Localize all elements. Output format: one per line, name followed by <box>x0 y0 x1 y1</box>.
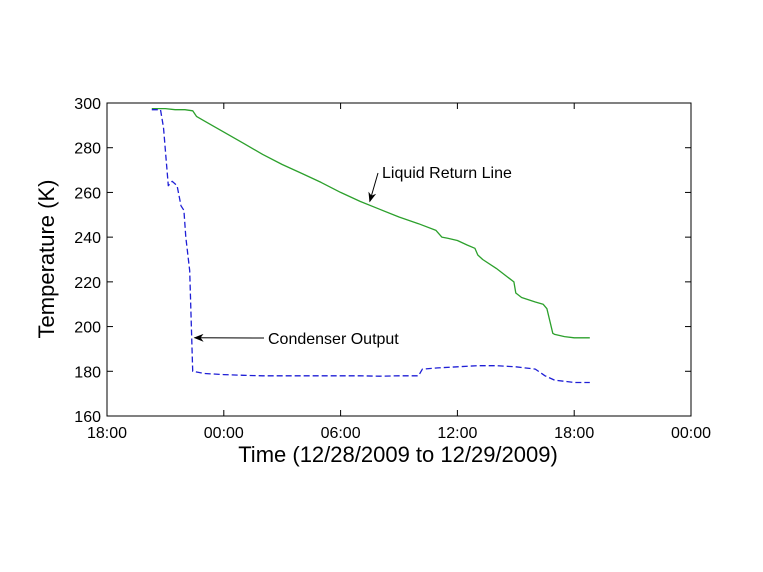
series-group <box>151 107 590 384</box>
annotation-label: Condenser Output <box>268 331 399 348</box>
y-tick-label: 220 <box>74 275 101 292</box>
y-tick-label: 180 <box>74 364 101 381</box>
annotation-arrow <box>368 172 379 203</box>
x-tick-label: 18:00 <box>554 425 594 442</box>
annotations: Liquid Return Line Condenser Output <box>193 165 512 348</box>
x-tick-label: 06:00 <box>321 425 361 442</box>
y-tick-label: 200 <box>74 320 101 337</box>
y-axis-label: Temperature (K) <box>34 180 59 339</box>
series-line-2 <box>151 109 590 384</box>
plot-area <box>107 103 691 416</box>
axes: 18:00 00:00 06:00 12:00 18:00 00:00 160 180 200 2… <box>74 96 711 442</box>
y-tick-label: 300 <box>74 96 101 113</box>
x-tick-label: 12:00 <box>437 425 477 442</box>
y-tick-label: 280 <box>74 141 101 158</box>
y-tick-label: 240 <box>74 230 101 247</box>
series-line-1 <box>151 107 590 339</box>
x-tick-label: 18:00 <box>87 425 127 442</box>
annotation-label: Liquid Return Line <box>382 165 512 182</box>
plot-background <box>107 103 691 416</box>
x-tick-label: 00:00 <box>204 425 244 442</box>
x-tick-label: 00:00 <box>671 425 711 442</box>
y-tick-label: 260 <box>74 185 101 202</box>
x-axis-label: Time (12/28/2009 to 12/29/2009) <box>238 442 558 467</box>
plot-frame <box>106 102 692 417</box>
y-tick-label: 160 <box>74 409 101 426</box>
